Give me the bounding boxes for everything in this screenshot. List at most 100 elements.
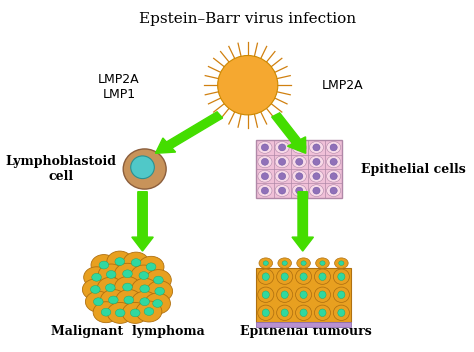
Ellipse shape <box>123 252 149 273</box>
Ellipse shape <box>262 291 269 298</box>
Ellipse shape <box>100 289 126 310</box>
Ellipse shape <box>333 287 349 302</box>
Ellipse shape <box>275 185 289 196</box>
Ellipse shape <box>296 305 311 320</box>
Ellipse shape <box>292 170 306 182</box>
Ellipse shape <box>313 144 320 151</box>
Ellipse shape <box>153 300 163 307</box>
Text: Epstein–Barr virus infection: Epstein–Barr virus infection <box>139 12 356 26</box>
Ellipse shape <box>297 258 310 268</box>
Ellipse shape <box>258 142 272 153</box>
Ellipse shape <box>124 296 134 304</box>
Ellipse shape <box>330 158 337 165</box>
Ellipse shape <box>91 285 100 294</box>
Ellipse shape <box>338 309 345 316</box>
Ellipse shape <box>310 185 323 196</box>
Ellipse shape <box>136 301 162 322</box>
Ellipse shape <box>282 261 287 265</box>
Ellipse shape <box>316 258 329 268</box>
Ellipse shape <box>335 258 348 268</box>
Ellipse shape <box>123 149 166 189</box>
Ellipse shape <box>279 187 286 194</box>
Ellipse shape <box>310 156 323 168</box>
Ellipse shape <box>131 156 155 178</box>
FancyBboxPatch shape <box>256 268 351 322</box>
Ellipse shape <box>262 309 269 316</box>
Ellipse shape <box>275 142 289 153</box>
Ellipse shape <box>145 293 171 314</box>
Ellipse shape <box>310 170 323 182</box>
Ellipse shape <box>106 284 115 292</box>
Text: Malignant  lymphoma: Malignant lymphoma <box>51 325 204 338</box>
Ellipse shape <box>281 273 288 281</box>
Ellipse shape <box>261 158 269 165</box>
FancyArrow shape <box>292 192 313 251</box>
Ellipse shape <box>263 261 268 265</box>
Ellipse shape <box>300 309 307 316</box>
Ellipse shape <box>122 302 148 323</box>
Ellipse shape <box>277 287 293 302</box>
Ellipse shape <box>93 302 119 323</box>
Ellipse shape <box>275 170 289 182</box>
FancyArrow shape <box>132 192 153 251</box>
Ellipse shape <box>146 263 156 271</box>
Ellipse shape <box>144 308 154 315</box>
Ellipse shape <box>292 185 306 196</box>
Ellipse shape <box>258 305 274 320</box>
Ellipse shape <box>99 261 109 269</box>
Ellipse shape <box>258 185 272 196</box>
Ellipse shape <box>300 291 307 298</box>
Ellipse shape <box>339 261 344 265</box>
Ellipse shape <box>115 277 140 297</box>
Ellipse shape <box>123 283 132 291</box>
Ellipse shape <box>292 142 306 153</box>
Ellipse shape <box>218 56 278 115</box>
FancyArrow shape <box>272 113 306 153</box>
Ellipse shape <box>115 263 140 284</box>
Ellipse shape <box>296 158 303 165</box>
Ellipse shape <box>138 256 164 277</box>
Text: LMP2A
LMP1: LMP2A LMP1 <box>98 73 140 101</box>
Ellipse shape <box>115 309 125 317</box>
Ellipse shape <box>319 291 326 298</box>
Ellipse shape <box>131 259 141 266</box>
Ellipse shape <box>155 287 164 295</box>
Ellipse shape <box>333 269 349 284</box>
Ellipse shape <box>319 273 326 281</box>
Ellipse shape <box>123 270 132 278</box>
Ellipse shape <box>327 142 341 153</box>
Ellipse shape <box>330 144 337 151</box>
Ellipse shape <box>107 251 133 272</box>
FancyArrow shape <box>155 112 223 153</box>
FancyBboxPatch shape <box>256 140 342 198</box>
Ellipse shape <box>258 170 272 182</box>
Ellipse shape <box>330 173 337 180</box>
Ellipse shape <box>281 291 288 298</box>
Ellipse shape <box>258 269 274 284</box>
Ellipse shape <box>338 273 345 281</box>
Ellipse shape <box>313 187 320 194</box>
Ellipse shape <box>106 271 116 278</box>
Ellipse shape <box>319 309 326 316</box>
Ellipse shape <box>82 279 108 300</box>
Ellipse shape <box>313 173 320 180</box>
Ellipse shape <box>327 185 341 196</box>
Ellipse shape <box>296 173 303 180</box>
Ellipse shape <box>109 296 118 304</box>
Ellipse shape <box>92 274 101 281</box>
Ellipse shape <box>259 258 273 268</box>
Ellipse shape <box>262 273 269 281</box>
Ellipse shape <box>98 264 124 285</box>
Ellipse shape <box>140 298 149 306</box>
Ellipse shape <box>139 272 149 279</box>
Ellipse shape <box>301 261 306 265</box>
Ellipse shape <box>314 287 330 302</box>
Ellipse shape <box>261 173 269 180</box>
Ellipse shape <box>116 289 142 310</box>
Ellipse shape <box>296 144 303 151</box>
Ellipse shape <box>314 305 330 320</box>
Ellipse shape <box>258 156 272 168</box>
Ellipse shape <box>275 156 289 168</box>
Ellipse shape <box>91 254 117 276</box>
Ellipse shape <box>279 158 286 165</box>
